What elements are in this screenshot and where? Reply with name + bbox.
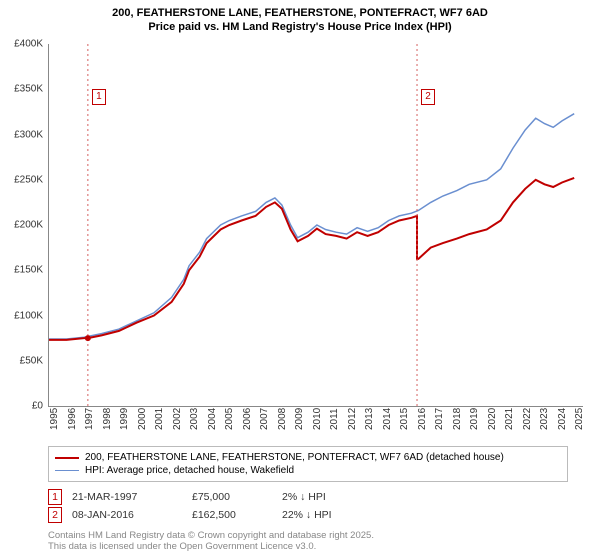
footer-line-1: Contains HM Land Registry data © Crown c… (48, 530, 374, 541)
x-axis-tick: 1999 (119, 408, 130, 430)
transaction-pct: 2% ↓ HPI (282, 491, 372, 503)
x-axis-tick: 1997 (84, 408, 95, 430)
price-paid-dot (85, 335, 91, 341)
x-axis-tick: 2014 (382, 408, 393, 430)
x-axis-tick: 2022 (522, 408, 533, 430)
x-axis-tick: 2013 (364, 408, 375, 430)
x-axis-tick: 2016 (417, 408, 428, 430)
transaction-date: 08-JAN-2016 (72, 509, 182, 521)
y-axis-tick: £150K (1, 265, 43, 276)
y-axis-tick: £200K (1, 220, 43, 231)
plot-svg (49, 44, 583, 406)
transaction-date: 21-MAR-1997 (72, 491, 182, 503)
x-axis-tick: 2005 (224, 408, 235, 430)
x-axis-tick: 2009 (294, 408, 305, 430)
transaction-price: £75,000 (192, 491, 272, 503)
x-axis-tick: 1996 (67, 408, 78, 430)
x-axis-tick: 2011 (329, 408, 340, 430)
x-axis-tick: 2015 (399, 408, 410, 430)
transaction-pct: 22% ↓ HPI (282, 509, 372, 521)
transaction-marker: 1 (48, 489, 62, 505)
x-axis-tick: 2003 (189, 408, 200, 430)
y-axis-tick: £350K (1, 84, 43, 95)
x-axis-tick: 2025 (574, 408, 585, 430)
chart-area: £0£50K£100K£150K£200K£250K£300K£350K£400… (48, 44, 583, 407)
event-marker: 2 (421, 89, 435, 105)
transaction-row: 2 08-JAN-2016 £162,500 22% ↓ HPI (48, 506, 372, 524)
x-axis-tick: 2012 (347, 408, 358, 430)
legend-swatch (55, 470, 79, 471)
event-marker: 1 (92, 89, 106, 105)
x-axis-tick: 2007 (259, 408, 270, 430)
x-axis-tick: 2004 (207, 408, 218, 430)
x-axis-tick: 2023 (539, 408, 550, 430)
x-axis-tick: 2000 (137, 408, 148, 430)
transaction-price: £162,500 (192, 509, 272, 521)
x-axis-tick: 1995 (49, 408, 60, 430)
legend-label: 200, FEATHERSTONE LANE, FEATHERSTONE, PO… (85, 452, 504, 463)
x-axis-tick: 2019 (469, 408, 480, 430)
footer-attribution: Contains HM Land Registry data © Crown c… (48, 530, 374, 553)
title-line-2: Price paid vs. HM Land Registry's House … (0, 20, 600, 34)
chart-title: 200, FEATHERSTONE LANE, FEATHERSTONE, PO… (0, 0, 600, 35)
legend-row: 200, FEATHERSTONE LANE, FEATHERSTONE, PO… (55, 451, 561, 464)
title-line-1: 200, FEATHERSTONE LANE, FEATHERSTONE, PO… (0, 6, 600, 20)
y-axis-tick: £50K (1, 355, 43, 366)
transaction-row: 1 21-MAR-1997 £75,000 2% ↓ HPI (48, 488, 372, 506)
x-axis-tick: 2024 (557, 408, 568, 430)
y-axis-tick: £250K (1, 174, 43, 185)
y-axis-tick: £100K (1, 310, 43, 321)
x-axis-tick: 2021 (504, 408, 515, 430)
legend-swatch (55, 457, 79, 459)
legend: 200, FEATHERSTONE LANE, FEATHERSTONE, PO… (48, 446, 568, 482)
transaction-marker: 2 (48, 507, 62, 523)
x-axis-tick: 1998 (102, 408, 113, 430)
footer-line-2: This data is licensed under the Open Gov… (48, 541, 374, 552)
transactions-table: 1 21-MAR-1997 £75,000 2% ↓ HPI 2 08-JAN-2016 £… (48, 488, 372, 524)
y-axis-tick: £400K (1, 39, 43, 50)
legend-label: HPI: Average price, detached house, Wake… (85, 465, 294, 476)
x-axis-tick: 2017 (434, 408, 445, 430)
legend-row: HPI: Average price, detached house, Wake… (55, 464, 561, 477)
y-axis-tick: £300K (1, 129, 43, 140)
x-axis-tick: 2010 (312, 408, 323, 430)
series-hpi (49, 114, 574, 339)
series-paid (49, 178, 574, 340)
x-axis-tick: 2006 (242, 408, 253, 430)
x-axis-tick: 2018 (452, 408, 463, 430)
x-axis-tick: 2002 (172, 408, 183, 430)
x-axis-tick: 2008 (277, 408, 288, 430)
x-axis-tick: 2001 (154, 408, 165, 430)
y-axis-tick: £0 (1, 401, 43, 412)
x-axis-tick: 2020 (487, 408, 498, 430)
